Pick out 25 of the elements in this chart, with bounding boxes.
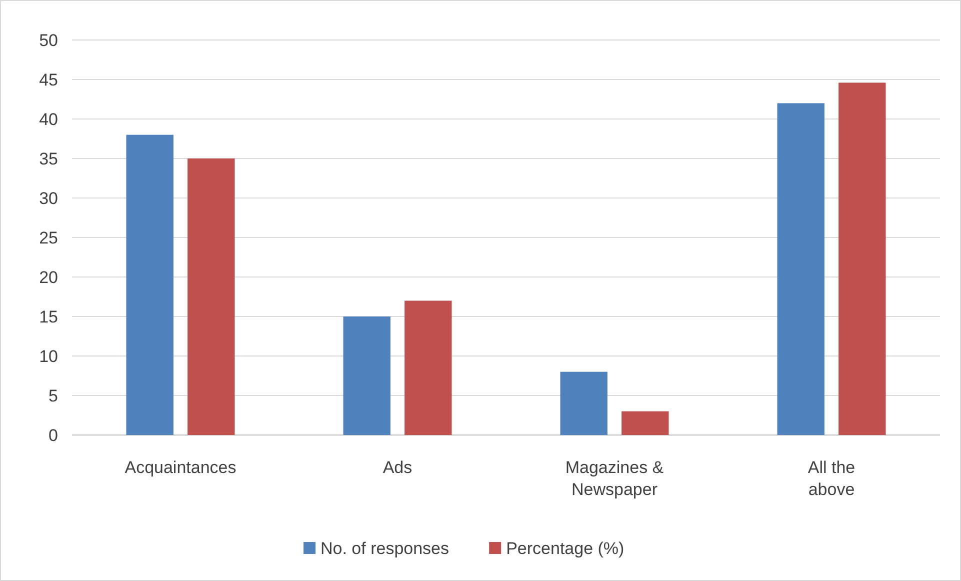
y-tick-label: 30: [39, 188, 58, 208]
bar: [838, 82, 886, 435]
bar: [404, 300, 452, 435]
y-tick-label: 40: [39, 110, 58, 129]
y-tick-label: 0: [48, 426, 58, 445]
y-tick-label: 50: [39, 30, 58, 50]
legend-label: Percentage (%): [506, 538, 624, 558]
x-tick-label: Ads: [382, 458, 412, 477]
x-tick-label: Acquaintances: [124, 458, 236, 477]
x-tick-label: Magazines & Newspaper: [565, 458, 664, 499]
x-tick-label: All the above: [808, 458, 856, 499]
y-tick-label: 25: [39, 228, 58, 248]
bar: [560, 372, 608, 435]
y-tick-label: 35: [39, 149, 58, 168]
y-tick-label: 15: [39, 307, 58, 326]
bar: [188, 158, 235, 435]
bar: [343, 316, 390, 435]
y-tick-label: 45: [39, 70, 58, 90]
y-tick-label: 5: [48, 386, 58, 406]
bar: [622, 411, 669, 435]
legend-label: No. of responses: [320, 538, 450, 558]
bar: [126, 134, 174, 435]
y-tick-label: 10: [39, 346, 58, 366]
bar: [777, 103, 824, 435]
y-tick-label: 20: [39, 268, 58, 287]
